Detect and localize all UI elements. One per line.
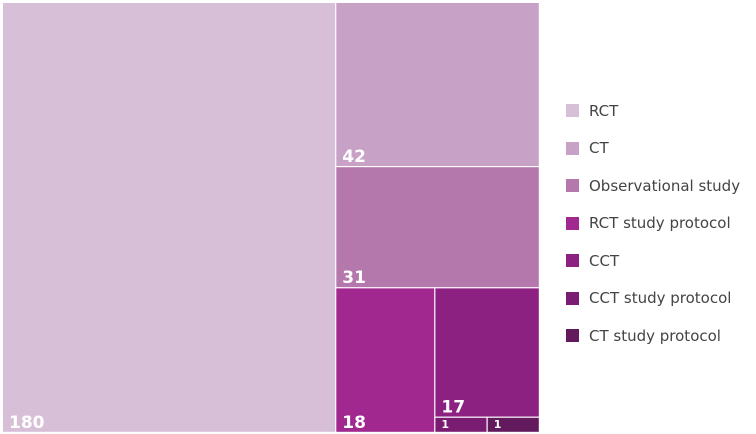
tile-value-ct-study-protocol: 1 bbox=[494, 418, 502, 431]
legend-item-cct: CCT bbox=[566, 242, 740, 280]
tile-value-cct: 17 bbox=[441, 398, 465, 418]
tile-value-rct-study-protocol: 18 bbox=[342, 413, 366, 433]
legend-item-rct-study-protocol: RCT study protocol bbox=[566, 205, 740, 243]
legend-label-cct: CCT bbox=[589, 251, 620, 270]
tile-value-observational-study: 31 bbox=[342, 268, 366, 288]
tile-observational-study bbox=[336, 167, 539, 288]
tile-cct bbox=[435, 288, 539, 417]
tile-value-ct: 42 bbox=[342, 147, 366, 167]
legend-label-ct: CT bbox=[589, 139, 609, 158]
legend-swatch-rct bbox=[566, 104, 579, 118]
legend-item-observational-study: Observational study bbox=[566, 167, 740, 205]
legend-swatch-observational-study bbox=[566, 179, 579, 193]
tile-ct-study-protocol bbox=[487, 417, 539, 432]
legend-swatch-cct-study-protocol bbox=[566, 291, 579, 305]
tile-rct-study-protocol bbox=[336, 288, 435, 432]
legend-item-ct: CT bbox=[566, 130, 740, 168]
tile-rct bbox=[3, 3, 336, 432]
legend-label-rct: RCT bbox=[589, 101, 619, 120]
legend-item-ct-study-protocol: CT study protocol bbox=[566, 317, 740, 355]
legend-swatch-ct bbox=[566, 141, 579, 155]
legend: RCT CT Observational study RCT study pro… bbox=[566, 92, 740, 355]
legend-swatch-ct-study-protocol bbox=[566, 329, 579, 343]
legend-label-cct-study-protocol: CCT study protocol bbox=[589, 289, 732, 308]
legend-swatch-cct bbox=[566, 254, 579, 268]
tile-ct bbox=[336, 3, 539, 166]
legend-label-observational-study: Observational study bbox=[589, 176, 741, 195]
legend-label-rct-study-protocol: RCT study protocol bbox=[589, 214, 731, 233]
legend-item-rct: RCT bbox=[566, 92, 740, 130]
legend-label-ct-study-protocol: CT study protocol bbox=[589, 326, 721, 345]
tile-value-rct: 180 bbox=[9, 413, 45, 433]
legend-item-cct-study-protocol: CCT study protocol bbox=[566, 280, 740, 318]
tile-value-cct-study-protocol: 1 bbox=[441, 418, 449, 431]
legend-swatch-rct-study-protocol bbox=[566, 216, 579, 230]
tile-cct-study-protocol bbox=[435, 417, 487, 432]
